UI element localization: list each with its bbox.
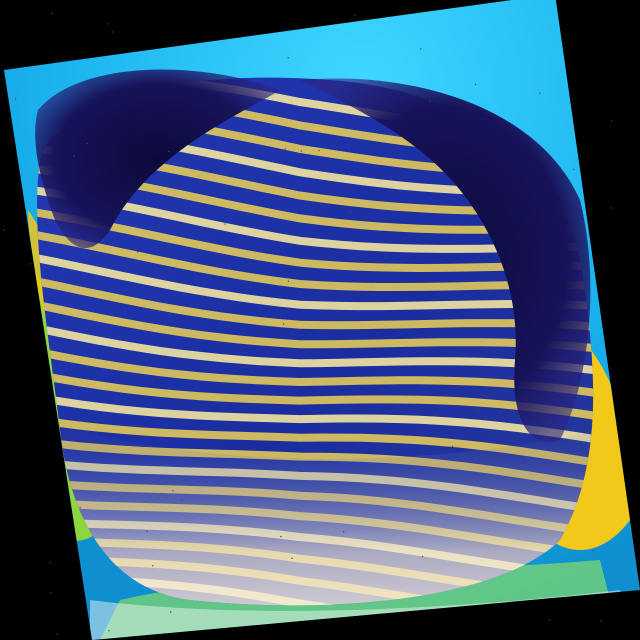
speck xyxy=(600,620,602,622)
speck xyxy=(291,557,293,559)
speck xyxy=(14,98,17,100)
speck xyxy=(385,256,387,258)
speck xyxy=(435,413,437,415)
speck xyxy=(610,207,612,209)
speck xyxy=(267,351,269,353)
speck xyxy=(375,299,377,301)
speck xyxy=(284,148,286,150)
speck xyxy=(224,223,226,225)
speck xyxy=(358,311,360,313)
speck xyxy=(56,633,58,635)
speck xyxy=(477,409,479,411)
speck xyxy=(86,142,88,144)
speck xyxy=(97,493,100,496)
speck xyxy=(420,48,422,50)
speck xyxy=(354,14,356,17)
speck xyxy=(172,490,174,492)
speck xyxy=(421,555,424,558)
speck xyxy=(279,316,282,318)
speck xyxy=(108,630,110,632)
speck xyxy=(152,565,154,567)
background-specks xyxy=(3,12,613,635)
speck xyxy=(349,210,351,213)
speck xyxy=(474,83,477,86)
speck xyxy=(50,592,52,594)
speck xyxy=(170,611,172,613)
speck xyxy=(438,471,440,473)
fish-body xyxy=(35,69,594,606)
head-mask xyxy=(35,69,280,249)
speck xyxy=(300,150,302,152)
speck xyxy=(343,531,345,533)
speck xyxy=(206,228,208,230)
speck xyxy=(313,358,315,360)
speck xyxy=(29,263,32,265)
speck xyxy=(572,168,575,170)
speck xyxy=(3,229,6,231)
speck xyxy=(548,619,551,621)
speck xyxy=(107,23,109,25)
speck xyxy=(539,92,541,94)
speck xyxy=(592,550,594,552)
speck xyxy=(287,57,289,59)
speck xyxy=(374,281,376,283)
speck xyxy=(287,280,290,282)
dorsal-dark-patch xyxy=(300,78,591,442)
speck xyxy=(376,262,378,264)
speck xyxy=(112,31,114,33)
speck xyxy=(137,251,139,253)
speck xyxy=(51,12,54,15)
speck xyxy=(168,150,170,153)
speck xyxy=(76,283,79,285)
speck xyxy=(73,155,75,157)
speck xyxy=(49,561,51,564)
speck xyxy=(181,499,183,501)
speck xyxy=(429,179,431,181)
speck xyxy=(318,149,320,152)
speck xyxy=(610,120,613,122)
speck xyxy=(429,100,431,102)
speck xyxy=(79,507,81,509)
speck xyxy=(280,535,282,538)
speck xyxy=(485,417,487,419)
speck xyxy=(283,323,285,325)
speck xyxy=(146,530,148,533)
speck xyxy=(451,445,454,448)
